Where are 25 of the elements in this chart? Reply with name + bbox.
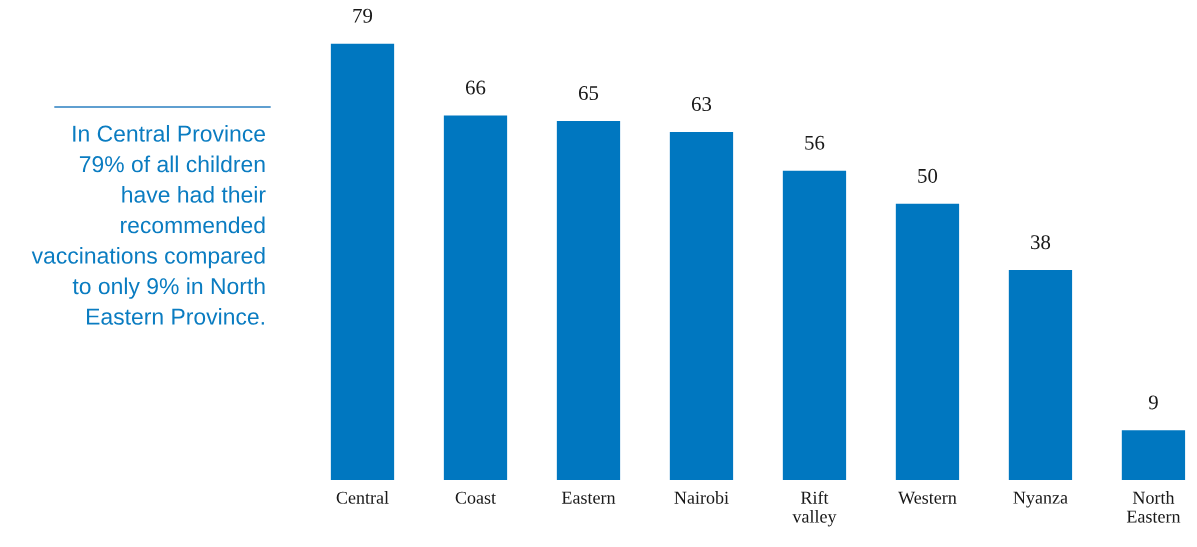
data-label: 63 xyxy=(691,97,712,112)
data-label: 65 xyxy=(578,86,599,101)
data-label: 9 xyxy=(1148,395,1158,410)
text: In Central Province 79% of all children have had their recommended vaccinations compared to only 9% in North Eastern Province. xyxy=(31,125,266,325)
bar xyxy=(895,203,960,480)
data-label: 50 xyxy=(918,168,938,183)
x-tick-label: Nairobi xyxy=(674,491,729,504)
x-tick-label: Eastern xyxy=(561,491,616,504)
bar xyxy=(669,132,734,480)
x-tick-label: Coast xyxy=(455,491,496,504)
x-tick-label: Central xyxy=(336,491,389,504)
x-tick-label: Nyanza xyxy=(1013,491,1068,508)
bar xyxy=(1121,430,1186,480)
bar xyxy=(782,170,847,480)
data-label: 79 xyxy=(353,8,373,23)
data-label: 56 xyxy=(805,135,825,150)
bar xyxy=(556,120,621,480)
x-tick-label: Rift valley xyxy=(792,490,837,527)
data-label: 66 xyxy=(465,80,486,95)
x-tick-label: Western xyxy=(898,491,957,504)
data-label: 38 xyxy=(1031,235,1051,250)
bar xyxy=(1008,270,1073,480)
bar xyxy=(330,43,395,480)
x-tick-label: North Eastern xyxy=(1126,491,1181,523)
bar xyxy=(443,115,508,480)
